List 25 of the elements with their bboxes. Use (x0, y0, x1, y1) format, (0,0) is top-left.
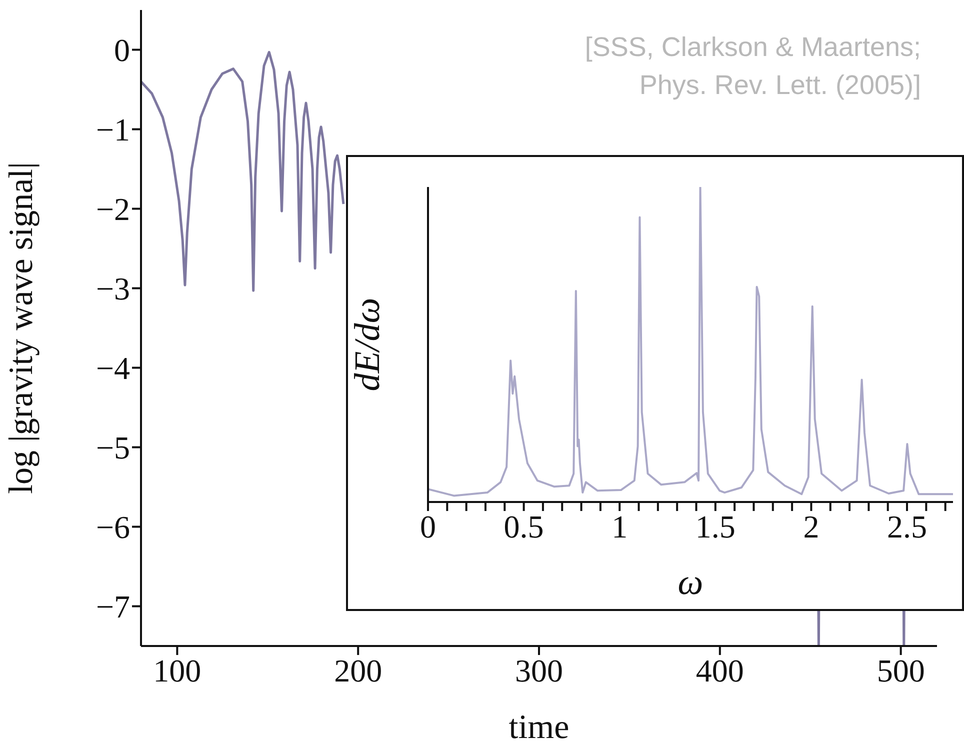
y-tick-label: −6 (96, 509, 130, 546)
x-tick-label: 0.5 (504, 508, 544, 545)
y-axis-title: log |gravity wave signal| (3, 162, 40, 494)
y-tick-label: −3 (96, 270, 130, 307)
x-tick-label: 2.5 (887, 508, 928, 545)
x-tick-label: 300 (515, 652, 563, 689)
x-tick-label: 1.5 (695, 508, 736, 545)
x-tick-label: 0 (420, 508, 436, 545)
y-tick-label: −2 (96, 191, 130, 228)
y-tick-label: −1 (96, 112, 130, 148)
x-tick-label: 200 (334, 652, 382, 689)
y-tick-label: −7 (96, 588, 130, 625)
x-tick-label: 400 (696, 652, 744, 689)
x-tick-label: 2 (803, 508, 820, 545)
x-axis-title: time (508, 709, 570, 746)
y-axis-title: dE/dω (346, 298, 387, 392)
y-tick-label: −5 (96, 430, 130, 466)
annotation: [SSS, Clarkson & Maartens; (584, 31, 921, 64)
y-tick-label: 0 (114, 32, 130, 68)
y-tick-label: −4 (96, 350, 130, 386)
x-tick-label: 100 (153, 652, 202, 689)
annotation: Phys. Rev. Lett. (2005)] (638, 69, 921, 102)
x-tick-label: 1 (612, 508, 628, 545)
x-tick-label: 500 (876, 652, 925, 689)
x-axis-title: ω (678, 562, 704, 602)
